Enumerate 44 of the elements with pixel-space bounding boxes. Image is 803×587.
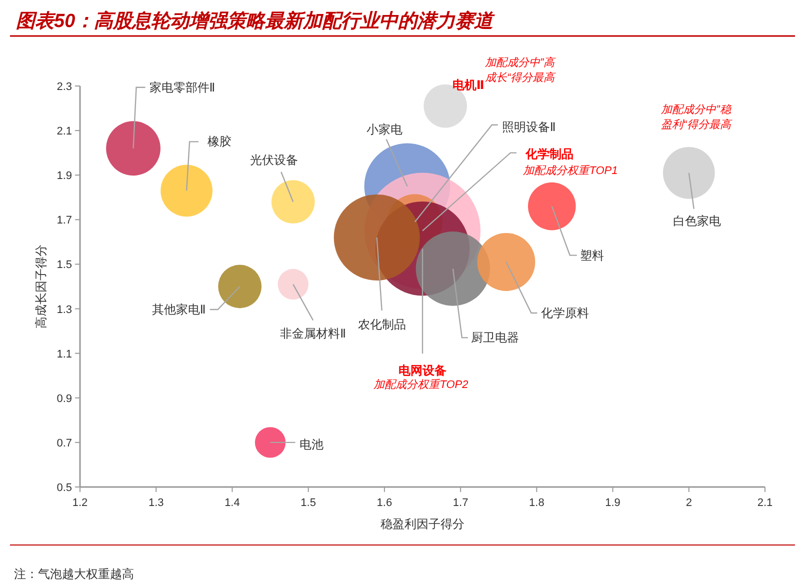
x-tick-label: 1.2 — [72, 497, 88, 509]
text: 化学原料 — [541, 306, 590, 320]
x-tick-label: 1.7 — [452, 497, 468, 509]
y-tick-label: 1.3 — [56, 304, 72, 316]
text: 照明设备Ⅱ — [502, 120, 556, 134]
y-axis-title: 高成长因子得分 — [34, 244, 48, 328]
text: 厨卫电器 — [470, 330, 519, 345]
y-tick-label: 1.7 — [56, 214, 72, 227]
y-tick-label: 1.9 — [56, 170, 72, 182]
chart-title: 图表50：高股息轮动增强策略最新加配行业中的潜力赛道 — [16, 10, 496, 32]
text: 注：气泡越大权重越高 — [14, 567, 134, 581]
y-tick-label: 1.5 — [56, 259, 72, 272]
y-tick-label: 0.5 — [56, 482, 72, 494]
series-label: 橡胶 — [208, 134, 232, 149]
y-tick-label: 1.1 — [56, 348, 72, 360]
text: 家电零部件Ⅱ — [149, 80, 216, 94]
y-tick-label: 0.7 — [56, 437, 72, 450]
annotation: 加配成分权重TOP1 — [523, 164, 618, 177]
annotation: 加配成分中”稳盈利“得分最高 — [661, 103, 733, 131]
series-label: 光伏设备 — [250, 152, 298, 167]
series-label: 其他家电Ⅱ — [152, 302, 206, 316]
text: 塑料 — [580, 248, 604, 262]
text: 农化制品 — [358, 317, 406, 332]
series-label: 电机Ⅱ — [452, 78, 484, 92]
x-tick-label: 1.6 — [376, 497, 392, 509]
x-tick-label: 1.4 — [224, 497, 240, 509]
x-tick-label: 1.5 — [300, 497, 316, 509]
x-tick-label: 2.1 — [757, 497, 773, 509]
text: 加配成分中”高成长“得分最高 — [485, 56, 557, 84]
x-tick-label: 2 — [686, 497, 692, 509]
x-tick-label: 1.9 — [605, 497, 620, 509]
annotation: 加配成分权重TOP2 — [374, 378, 468, 391]
x-tick-label: 1.3 — [148, 497, 164, 509]
series-label: 小家电 — [366, 122, 402, 136]
text: 化学制品 — [524, 146, 574, 161]
x-tick-label: 1.8 — [529, 497, 544, 509]
text: 非金属材料Ⅱ — [280, 326, 346, 340]
series-label: 电池 — [299, 437, 324, 452]
y-tick-label: 0.9 — [56, 392, 72, 405]
y-tick-label: 2.1 — [56, 126, 72, 138]
x-axis-title: 稳盈利因子得分 — [380, 517, 464, 531]
series-label: 白色家电 — [672, 214, 721, 228]
text: 电网设备 — [398, 364, 446, 378]
y-tick-label: 2.3 — [56, 81, 72, 93]
